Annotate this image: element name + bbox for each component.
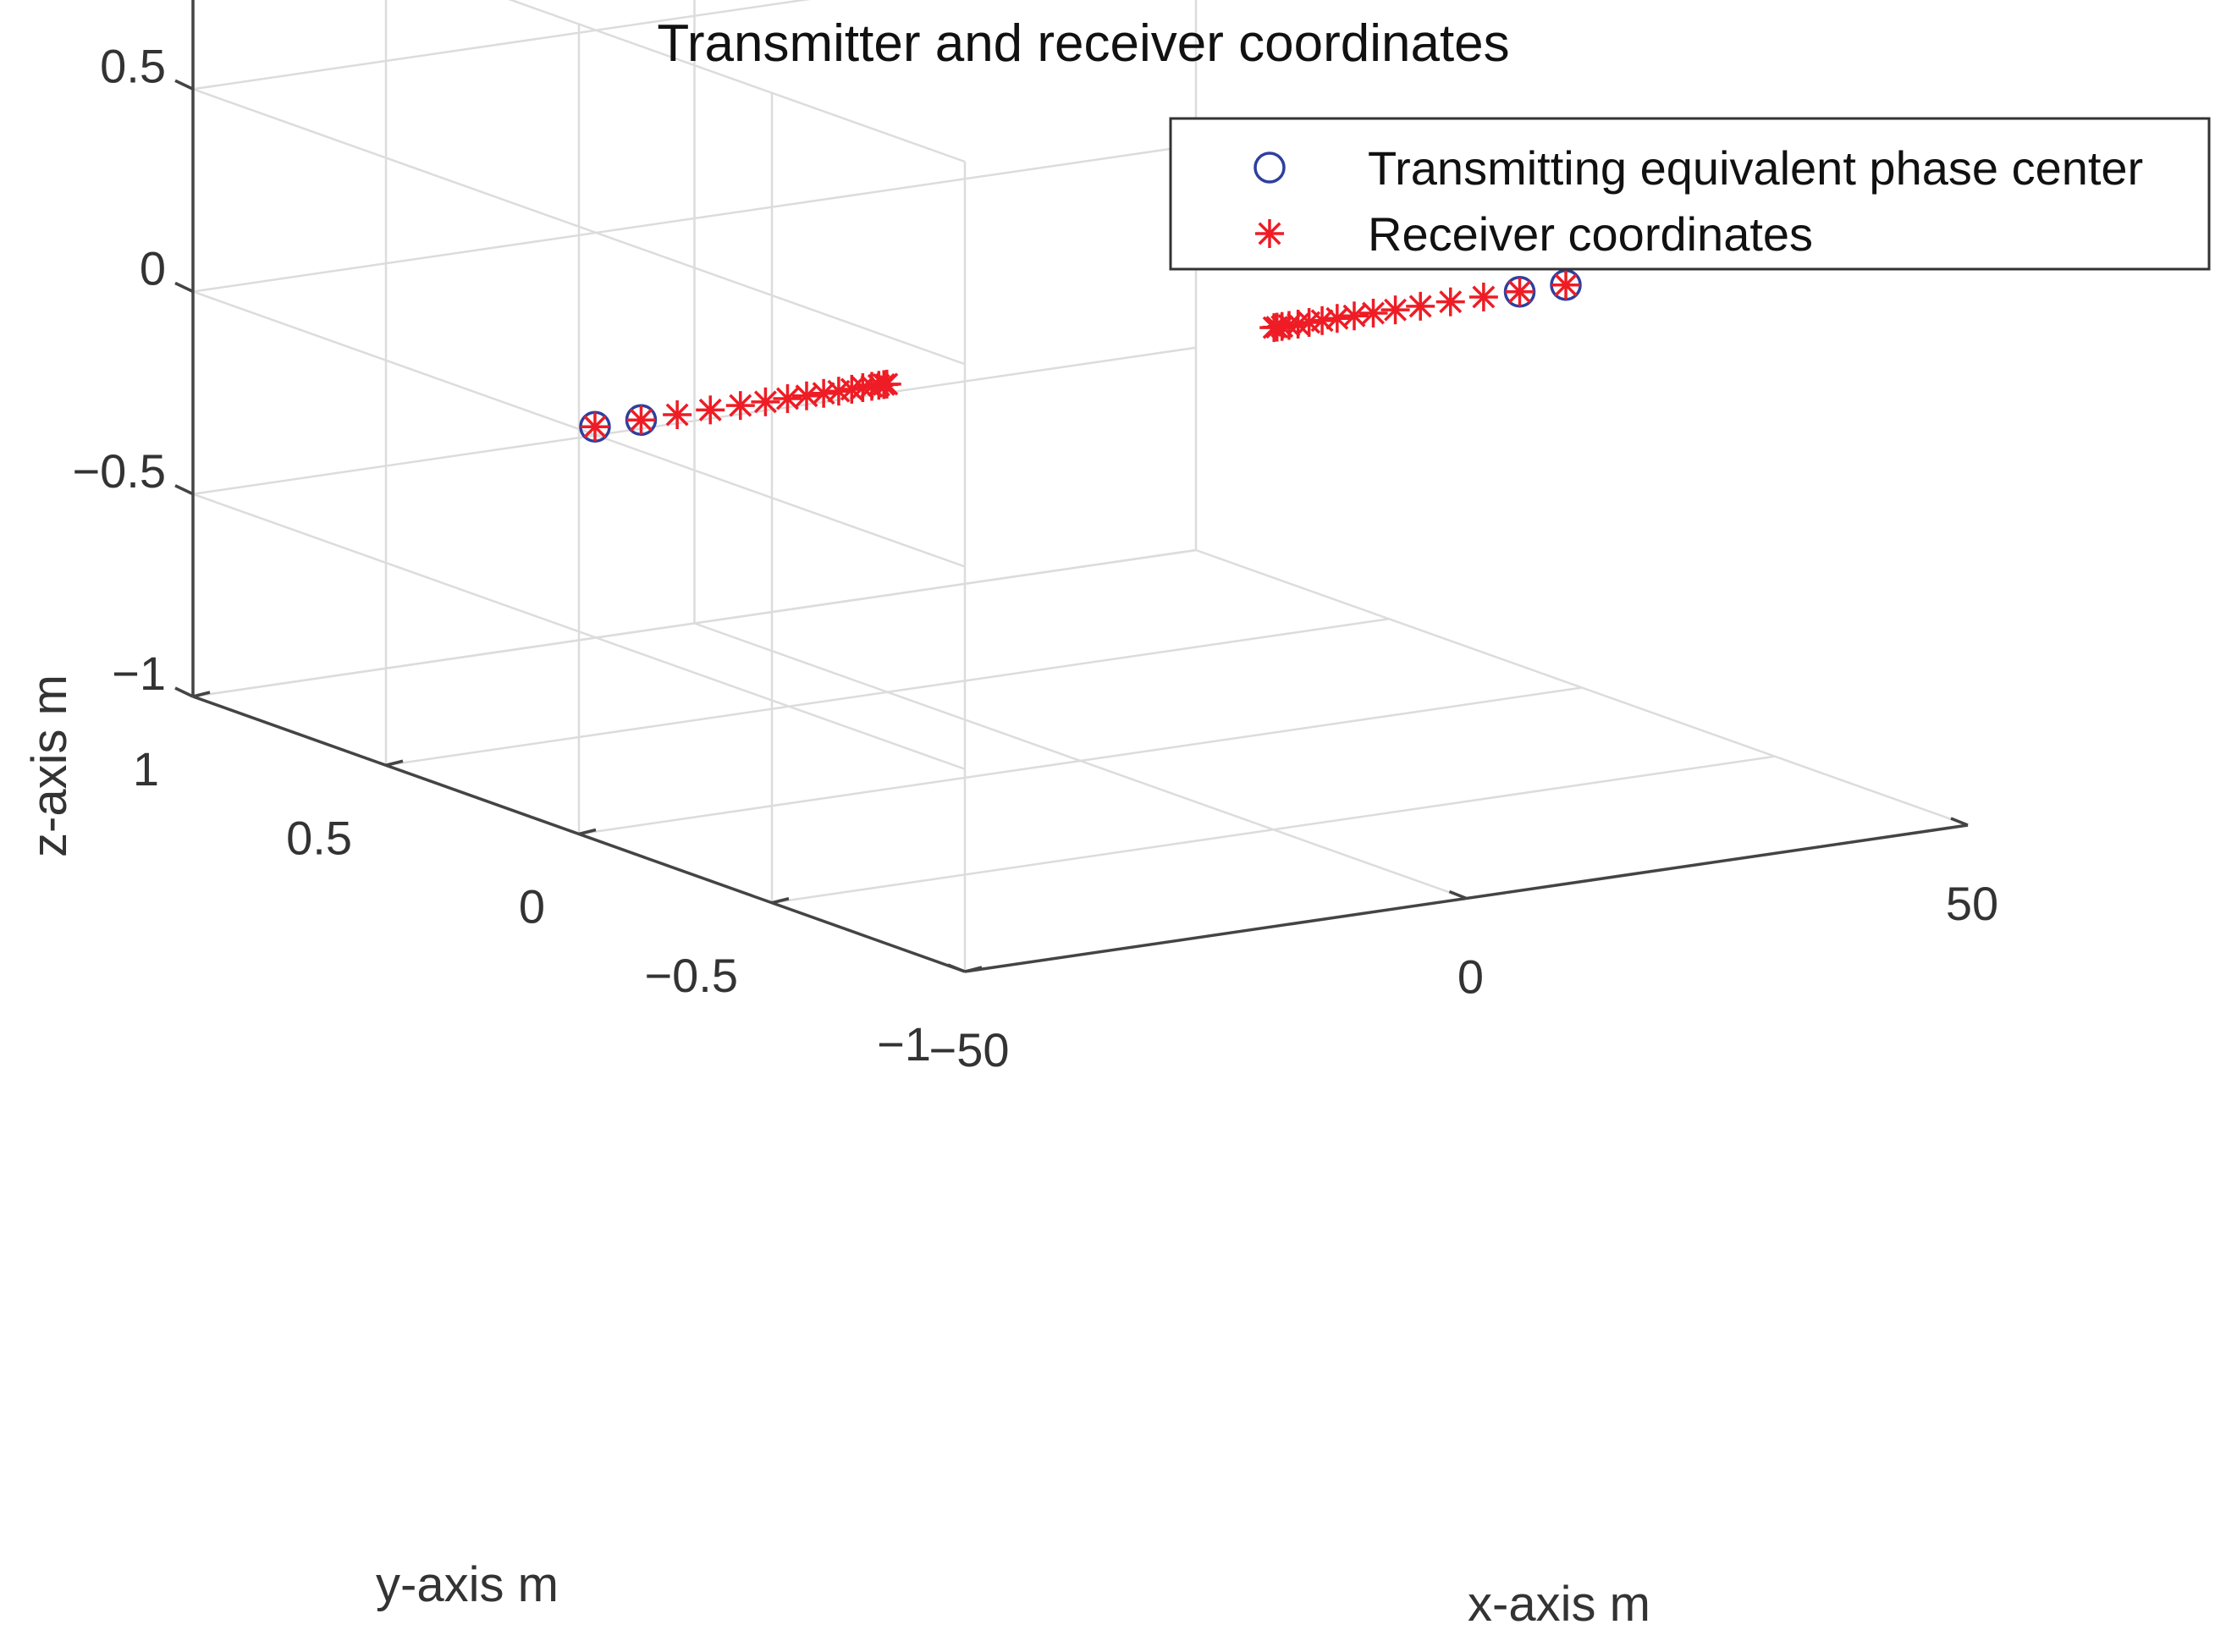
y-tick-label: −0.5	[644, 949, 738, 1002]
z-tick-label: 0.5	[100, 39, 166, 92]
grid-line-floor-y	[578, 686, 1583, 835]
receiver-marker	[872, 369, 901, 399]
legend-box	[1169, 117, 2211, 271]
receiver-marker	[1308, 306, 1337, 335]
receiver-marker	[809, 378, 839, 408]
legend: Transmitting equivalent phase center Rec…	[1169, 117, 2211, 271]
grid-line-floor-y	[385, 618, 1390, 767]
receiver-marker	[580, 412, 609, 442]
chart-title: Transmitter and receiver coordinates	[657, 14, 1509, 73]
grid-line-floor-y	[192, 548, 1197, 698]
receiver-marker	[1380, 295, 1410, 325]
z-tick-mark	[174, 281, 194, 294]
receiver-marker	[1340, 301, 1369, 331]
z-axis-label: z-axis m	[22, 675, 77, 857]
receiver-marker	[626, 405, 656, 435]
y-axis-label: y-axis m	[376, 1557, 559, 1612]
data-markers	[579, 269, 1582, 443]
receiver-marker	[1406, 291, 1435, 321]
z-tick-label: −0.5	[72, 444, 166, 498]
grid-line-back-z	[192, 0, 811, 91]
receiver-marker	[663, 400, 692, 430]
receiver-marker	[1435, 287, 1465, 317]
legend-label-transmitting: Transmitting equivalent phase center	[1368, 141, 2143, 195]
z-tick-label: −1	[112, 647, 166, 700]
receiver-marker	[1358, 298, 1388, 328]
legend-marker-transmitting	[1253, 151, 1286, 184]
y-tick-label: 1	[133, 742, 159, 796]
grid-line-floor-y	[771, 755, 1776, 904]
grid-line-back-z	[192, 144, 1197, 293]
x-axis-label: x-axis m	[1468, 1577, 1650, 1632]
x-tick-mark	[1950, 817, 1969, 827]
z-tick-mark	[174, 484, 194, 496]
y-tick-label: 0	[519, 880, 545, 933]
grid-line-side-z	[192, 290, 966, 568]
legend-marker-receiver	[1255, 219, 1284, 248]
grid-line-side-z	[192, 88, 966, 366]
receiver-marker	[1468, 282, 1498, 311]
y-tick-mark	[578, 828, 597, 836]
axis-lines	[174, 0, 1969, 973]
z-tick-mark	[174, 79, 194, 91]
legend-label-receiver: Receiver coordinates	[1368, 207, 1813, 261]
grid-line-side-z	[192, 493, 966, 770]
receiver-marker	[725, 391, 755, 421]
z-tick-label: 0	[140, 242, 166, 295]
x-tick-mark	[947, 963, 966, 973]
y-tick-mark	[192, 691, 211, 698]
receiver-marker	[1551, 270, 1581, 300]
receiver-marker	[1505, 277, 1534, 306]
legend-circle-icon	[1253, 151, 1286, 184]
y-tick-mark	[771, 897, 790, 905]
receiver-marker	[773, 384, 802, 414]
x-tick-label: −50	[929, 1023, 1010, 1077]
grid-line-back-z	[192, 346, 1197, 495]
grid-line-side-z	[508, 0, 966, 163]
x-tick-mark	[1448, 889, 1468, 900]
receiver-marker	[696, 395, 725, 425]
receiver-marker	[751, 387, 780, 416]
y-tick-mark	[385, 759, 404, 767]
y-tick-mark	[964, 966, 983, 973]
x-tick-label: 0	[1457, 950, 1484, 1004]
y-tick-label: 0.5	[286, 811, 352, 864]
y-tick-label: −1	[877, 1017, 931, 1071]
z-tick-mark	[174, 686, 194, 698]
x-tick-label: 50	[1946, 877, 1998, 930]
legend-asterisk-icon	[1255, 219, 1284, 248]
